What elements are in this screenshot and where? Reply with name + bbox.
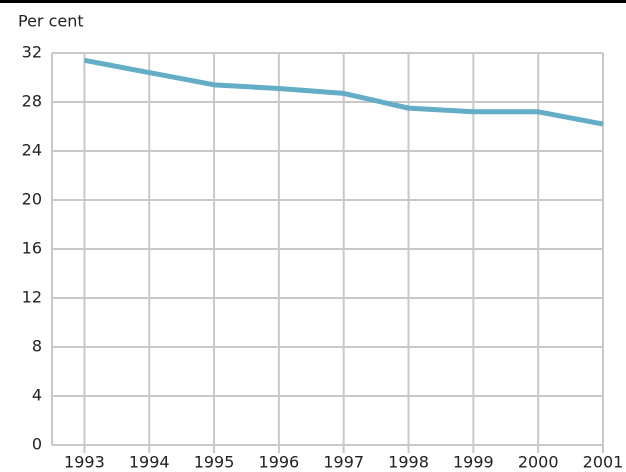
y-tick-label: 28 xyxy=(22,92,42,111)
x-tick-label: 1994 xyxy=(129,453,170,472)
x-tick-label: 2000 xyxy=(518,453,559,472)
y-tick-label: 24 xyxy=(22,141,42,160)
data-line xyxy=(83,57,604,127)
x-tick-label: 2001 xyxy=(583,453,624,472)
y-tick-label: 20 xyxy=(22,190,42,209)
y-tick-label: 32 xyxy=(22,43,42,62)
x-tick-label: 1998 xyxy=(388,453,429,472)
y-tick-label: 4 xyxy=(32,386,42,405)
x-tick-label: 1997 xyxy=(323,453,364,472)
x-tick-label: 1993 xyxy=(64,453,105,472)
x-tick-label: 1996 xyxy=(259,453,300,472)
top-rule xyxy=(0,0,626,3)
y-tick-label: 8 xyxy=(32,337,42,356)
y-tick-label: 16 xyxy=(22,239,42,258)
y-tick-label: 12 xyxy=(22,288,42,307)
y-axis-label: Per cent xyxy=(18,12,84,31)
x-tick-label: 1995 xyxy=(194,453,235,472)
x-tick-label: 1999 xyxy=(453,453,494,472)
y-tick-label: 0 xyxy=(32,435,42,454)
